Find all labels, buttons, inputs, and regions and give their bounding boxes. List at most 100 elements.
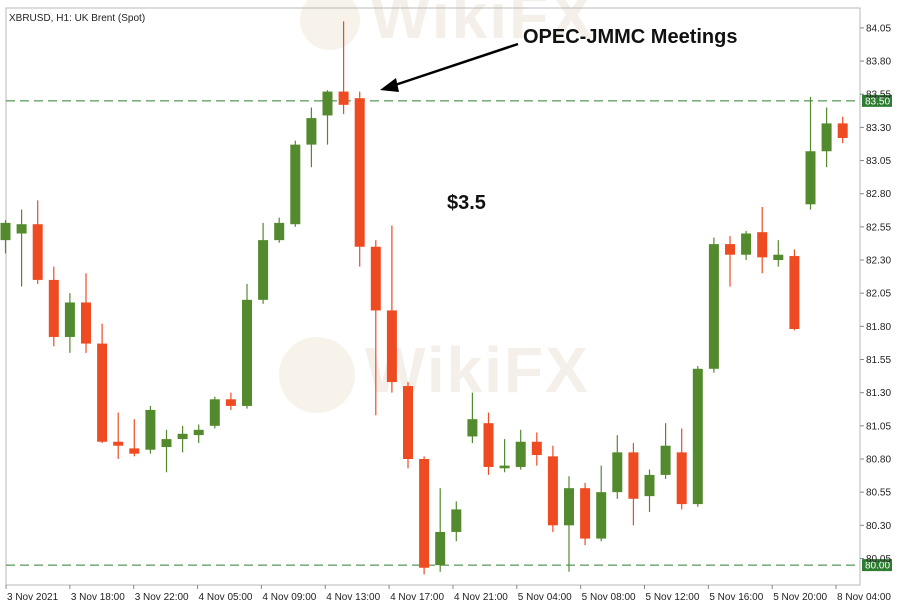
candle-body-bear: [403, 386, 413, 459]
time-tick-label: 3 Nov 22:00: [135, 592, 189, 603]
candle-body-bull: [258, 240, 269, 300]
candle-body-bull: [242, 299, 252, 406]
candle-body-bull: [821, 123, 832, 152]
price-tick-label: 80.80: [866, 454, 891, 465]
candle-body-bull: [145, 409, 156, 450]
price-tick-label: 83.80: [866, 57, 891, 68]
candle-body-bull: [290, 144, 301, 225]
wikifx-logo-icon: [279, 337, 355, 413]
candle-body-bull: [209, 399, 220, 426]
candle-body-bull: [708, 244, 719, 369]
candle-body-bear: [531, 441, 542, 456]
level-badge-label: 83.50: [865, 96, 890, 107]
time-tick-label: 5 Nov 08:00: [582, 592, 636, 603]
time-tick-label: 8 Nov 04:00: [837, 592, 891, 603]
time-tick-label: 5 Nov 20:00: [773, 592, 827, 603]
wikifx-logo-icon-top: [300, 0, 360, 50]
candle-body-bull: [467, 419, 478, 437]
watermark-text-top: WikiFX: [370, 0, 595, 52]
price-tick-label: 82.80: [866, 189, 891, 200]
candle-body-bull: [660, 445, 671, 475]
price-tick-label: 80.55: [866, 488, 891, 499]
candle-body-bull: [177, 433, 188, 440]
price-tick-label: 81.55: [866, 355, 891, 366]
watermark: WikiFX WikiFX: [279, 0, 595, 413]
candle-body-bull: [773, 254, 784, 261]
candle-body-bull: [564, 488, 574, 526]
price-tick-label: 84.05: [866, 23, 891, 34]
time-tick-label: 4 Nov 21:00: [454, 592, 508, 603]
candle-body-bear: [81, 302, 91, 344]
arrow-shaft: [391, 42, 519, 88]
time-tick-label: 5 Nov 04:00: [518, 592, 572, 603]
candle-body-bear: [547, 456, 558, 526]
candle-body-bull: [741, 233, 752, 255]
candle-body-bear: [225, 399, 236, 406]
candle-body-bear: [354, 98, 365, 247]
symbol-label: XBRUSD, H1: UK Brent (Spot): [9, 13, 145, 24]
candle-body-bull: [499, 465, 510, 469]
candles-layer: [0, 21, 848, 575]
time-tick-label: 5 Nov 12:00: [646, 592, 700, 603]
candle-body-bear: [757, 232, 768, 258]
level-lines: 83.50 80.00: [6, 94, 892, 572]
candle-body-bull: [596, 492, 607, 539]
candle-body-bear: [32, 224, 43, 280]
candle-body-bull: [0, 222, 11, 241]
time-axis: 3 Nov 2021 3 Nov 18:00 3 Nov 22:00 4 Nov 05…: [5, 585, 891, 603]
candle-body-bear: [113, 441, 124, 446]
candle-body-bear: [419, 458, 430, 568]
time-tick-label: 4 Nov 05:00: [199, 592, 253, 603]
candle-body-bear: [837, 123, 848, 138]
candle-body-bear: [338, 91, 349, 105]
time-tick-label: 3 Nov 18:00: [71, 592, 125, 603]
price-tick-label: 83.55: [866, 90, 891, 101]
candle-body-bear: [97, 343, 108, 442]
price-tick-label: 82.30: [866, 256, 891, 267]
candle-body-bull: [805, 151, 816, 205]
candle-body-bear: [628, 452, 639, 499]
candle-body-bear: [386, 310, 397, 383]
time-tick-label: 4 Nov 17:00: [390, 592, 444, 603]
candle-body-bear: [370, 246, 381, 311]
candle-body-bull: [435, 531, 446, 566]
price-tick-label: 82.55: [866, 222, 891, 233]
plot-frame: [5, 7, 861, 586]
price-axis: 84.05 83.80 83.55 83.30 83.05 82.80 82.55 82.30…: [860, 23, 891, 565]
candle-body-bull: [692, 368, 703, 505]
price-tick-label: 82.05: [866, 289, 891, 300]
time-tick-label: 4 Nov 13:00: [326, 592, 380, 603]
candle-body-bull: [612, 452, 623, 493]
candle-body-bull: [16, 224, 27, 234]
price-tick-label: 83.05: [866, 156, 891, 167]
candle-body-bear: [725, 244, 735, 255]
candle-body-bull: [161, 439, 172, 448]
candle-body-bear: [129, 448, 140, 454]
price-tick-label: 83.30: [866, 123, 891, 134]
candle-body-bull: [515, 441, 526, 467]
candle-body-bull: [274, 222, 285, 241]
time-tick-label: 4 Nov 09:00: [262, 592, 316, 603]
time-tick-label: 3 Nov 2021: [7, 592, 59, 603]
candle-body-bear: [789, 256, 800, 329]
candle-body-bear: [48, 279, 59, 337]
price-tick-label: 80.30: [866, 521, 891, 532]
candle-body-bull: [64, 302, 75, 337]
candle-body-bull: [322, 91, 333, 116]
level-badge: [862, 94, 892, 107]
price-tick-label: 81.30: [866, 388, 891, 399]
price-tick-label: 80.05: [866, 554, 891, 565]
watermark-text-center: WikiFX: [365, 334, 590, 406]
candle-body-bull: [451, 509, 462, 532]
event-arrow: [380, 42, 519, 92]
price-tick-label: 81.80: [866, 322, 891, 333]
candle-body-bull: [193, 429, 204, 436]
arrow-head-icon: [380, 78, 399, 92]
level-badge-label: 80.00: [865, 561, 890, 572]
time-tick-label: 5 Nov 16:00: [709, 592, 763, 603]
candle-body-bear: [676, 452, 687, 505]
candle-body-bear: [483, 423, 494, 467]
price-tick-label: 81.05: [866, 421, 891, 432]
